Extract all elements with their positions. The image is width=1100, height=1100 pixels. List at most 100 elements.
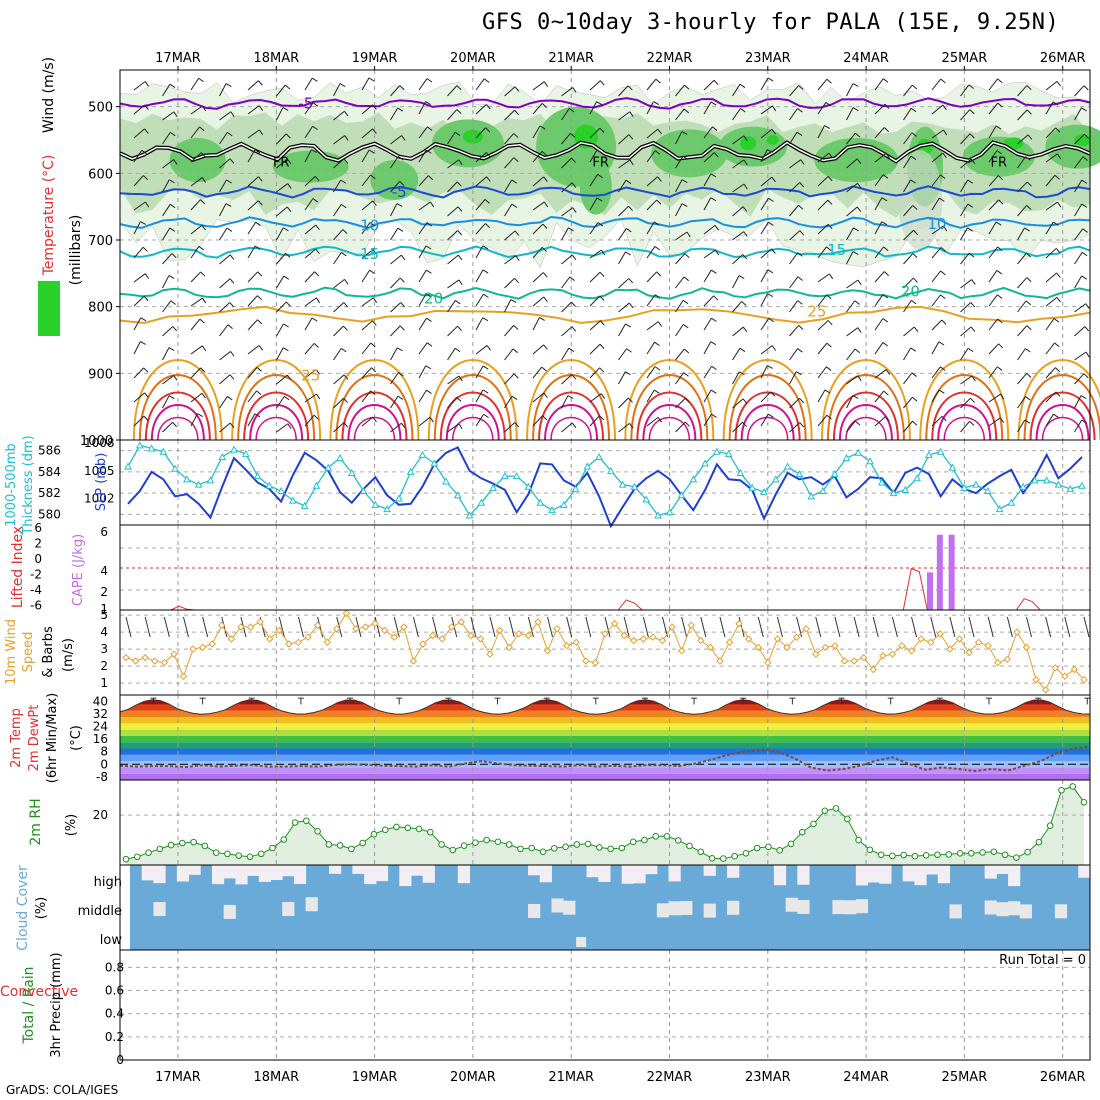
wind-barb-flag (225, 83, 232, 88)
wind-barb-flag (711, 413, 717, 418)
wind-barb-flag (970, 397, 975, 403)
wind-speed-point (697, 636, 705, 645)
wind-barb (276, 323, 284, 337)
wind-barb-flag (997, 294, 1003, 299)
rh-point (359, 839, 366, 847)
wind-barb-flag (283, 323, 289, 328)
wind-barb (219, 374, 231, 385)
thickness-point (1078, 481, 1086, 489)
wind-barb (846, 420, 856, 433)
cloud-gap-middle (305, 897, 318, 912)
wind-barb-flag (1026, 325, 1032, 331)
wind-barb (1074, 133, 1085, 145)
wind-barb-flag (798, 204, 804, 210)
wind-barb-flag (910, 347, 916, 352)
rh-point (596, 844, 603, 851)
wind-barb-flag (543, 344, 548, 350)
wind-barb-flag (799, 397, 804, 404)
wind-barb (475, 78, 485, 91)
wind-speed-point (553, 624, 561, 633)
wind-barb (874, 78, 884, 91)
cape-tick: 6 (100, 525, 108, 539)
wind-barb-flag (311, 317, 318, 322)
isotherm-arch (740, 404, 795, 441)
wind-barb-flag (743, 231, 748, 237)
wind-speed-point (764, 658, 772, 667)
wind-barb-flag (344, 135, 349, 141)
rh-point (145, 849, 152, 856)
rh-point (269, 844, 276, 852)
wind-barb-flag (857, 327, 862, 333)
wind-barb-flag (1083, 373, 1089, 379)
precip-ylabel-2: Convective (0, 984, 78, 1000)
wind-barb (333, 229, 344, 241)
wind-barb-flag (910, 107, 917, 113)
wind-barb (133, 295, 145, 307)
wind-barb (390, 107, 399, 121)
wind-barb (247, 345, 260, 355)
wind-barb (276, 301, 287, 313)
wind-barb-flag (942, 152, 947, 159)
wind-barb-flag (485, 152, 491, 158)
thickness-point (324, 463, 333, 471)
wind-barb (817, 294, 827, 307)
wind-barb (561, 395, 569, 409)
wind-barb (589, 127, 601, 139)
temp-band (120, 729, 1090, 736)
wind-barb (162, 132, 171, 145)
wind-speed-point (1070, 665, 1079, 674)
wind-speed-point (783, 643, 791, 652)
wind-barb (789, 85, 800, 97)
wind-barb-flag (457, 254, 463, 261)
wind-barb-flag (799, 182, 805, 188)
wind-speed-point (812, 650, 820, 658)
rh-point (122, 855, 130, 863)
wind-speed-point (467, 631, 475, 640)
wind-barb (675, 397, 686, 409)
li-spike (1015, 598, 1041, 611)
cloud-gap-high (598, 865, 611, 882)
wind-barb-flag (571, 254, 577, 261)
wind-barb-flag (683, 372, 689, 377)
rh-point (235, 852, 243, 859)
isotherm-arch (925, 374, 1004, 441)
wind-barb-flag (995, 125, 1002, 130)
wind-speed-point (1041, 686, 1050, 694)
wind-barb (675, 348, 685, 361)
rh-point (663, 832, 671, 840)
rh-point (348, 845, 355, 853)
wind-barb-flag (938, 341, 945, 346)
wind-barb (333, 110, 345, 121)
isotherm-arch (231, 359, 322, 441)
wind-barb-flag (569, 107, 575, 113)
wind-barb-flag (456, 396, 462, 402)
wind-barb-flag (654, 341, 660, 346)
wind-barb-flag (1084, 133, 1089, 139)
wind-speed-point (208, 640, 216, 648)
wind-barb (931, 225, 944, 235)
wind-barb-flag (653, 101, 659, 105)
wind-barb-flag (882, 78, 889, 83)
wind-barb (333, 348, 342, 361)
wind-barb (618, 278, 630, 289)
wind-barb (732, 398, 744, 409)
wind-barb (133, 273, 146, 283)
isotherm-arch (722, 359, 813, 441)
wind-barb-flag (1057, 201, 1062, 208)
wind-barb-flag (369, 222, 376, 227)
wind-barb (1045, 221, 1054, 235)
wind-ylabel: Wind (m/s) (41, 57, 57, 133)
wind-barb (447, 375, 460, 385)
wind-speed-point (802, 624, 810, 633)
wind-barb (760, 365, 768, 379)
wind-barb (988, 221, 997, 235)
isotherm-arch (630, 374, 709, 441)
wind-barb-flag (884, 416, 890, 422)
temp-tick: 8 (100, 745, 108, 759)
isotherm-arch (550, 416, 592, 441)
wind-barb (703, 365, 712, 379)
wind-barb (504, 348, 514, 361)
wind-barb-flag (625, 251, 631, 256)
isotherm (119, 305, 1091, 325)
